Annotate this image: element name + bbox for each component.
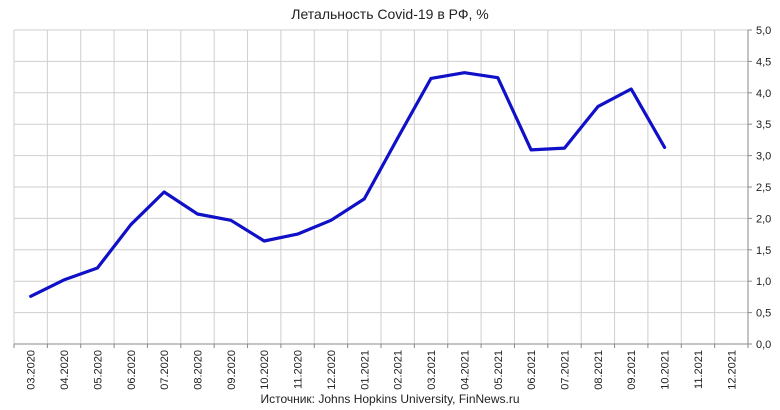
y-tick-label: 2,5: [756, 182, 771, 194]
data-point: [162, 190, 166, 194]
series-line: [29, 71, 667, 298]
x-tick-label: 09.2021: [626, 350, 638, 390]
data-point: [563, 146, 566, 150]
x-tick-label: 08.2021: [593, 350, 605, 390]
grid-lines: [13, 29, 749, 345]
x-tick-label: 01.2021: [359, 350, 371, 390]
y-tick-label: 3,5: [756, 119, 771, 131]
data-point: [29, 295, 32, 298]
axes: [13, 29, 752, 348]
data-point: [96, 266, 99, 270]
data-point: [296, 232, 299, 236]
data-point: [396, 136, 399, 140]
chart-title: Летальность Covid-19 в РФ, %: [291, 6, 489, 22]
x-tick-label: 07.2021: [560, 350, 572, 390]
x-tick-label: 10.2020: [259, 350, 271, 390]
x-tick-label: 07.2020: [159, 350, 171, 390]
y-tick-label: 0,0: [756, 339, 771, 351]
y-tick-label: 4,0: [756, 88, 771, 100]
x-tick-label: 12.2020: [326, 350, 338, 390]
x-tick-label: 03.2020: [26, 350, 38, 390]
data-point: [429, 77, 433, 80]
data-point: [496, 76, 499, 79]
data-point: [62, 278, 66, 282]
data-point: [663, 146, 666, 149]
y-tick-label: 1,5: [756, 245, 771, 257]
data-point: [630, 87, 633, 91]
x-tick-label: 08.2020: [193, 350, 205, 390]
x-tick-label: 06.2021: [526, 350, 538, 390]
data-point: [363, 197, 366, 201]
data-point: [129, 223, 132, 226]
x-tick-label: 10.2021: [660, 350, 672, 390]
y-tick-label: 3,0: [756, 151, 771, 163]
data-point: [196, 212, 199, 216]
y-tick-label: 0,5: [756, 308, 771, 320]
x-tick-label: 04.2021: [459, 350, 471, 390]
y-tick-label: 1,0: [756, 276, 771, 288]
x-tick-label: 09.2020: [226, 350, 238, 390]
data-point: [463, 71, 466, 74]
x-tick-label: 11.2021: [693, 350, 705, 389]
data-point: [229, 219, 233, 222]
y-tick-label: 4,5: [756, 56, 771, 68]
data-point: [529, 148, 533, 152]
x-tick-label: 04.2020: [59, 350, 71, 390]
data-point: [596, 105, 600, 108]
x-tick-label: 05.2021: [493, 350, 505, 390]
x-tick-labels: 03.2020 04.2020 05.2020 06.2020 07.2020 08.20…: [26, 350, 739, 390]
y-tick-labels: 0,0 0,5 1,0 1,5 2,0 2,5 3,0 3,5 4,0 4,5 5,0: [756, 25, 771, 351]
x-tick-label: 11.2020: [293, 350, 305, 389]
y-tick-label: 2,0: [756, 213, 771, 225]
source-note: Источник: Johns Hopkins University, FinN…: [260, 392, 520, 406]
x-tick-label: 03.2021: [426, 350, 438, 390]
series-lines: [29, 71, 667, 298]
x-tick-label: 05.2020: [92, 350, 104, 390]
x-tick-label: 12.2021: [726, 350, 738, 390]
x-tick-label: 02.2021: [393, 350, 405, 390]
data-point: [263, 239, 266, 243]
x-tick-label: 06.2020: [126, 350, 138, 390]
data-point: [329, 219, 333, 222]
y-tick-label: 5,0: [756, 25, 771, 37]
